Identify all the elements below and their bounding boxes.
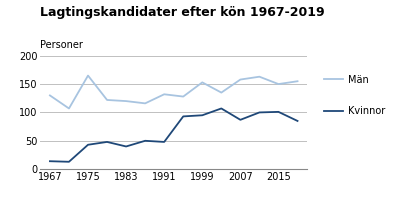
Line: Män: Män <box>50 76 297 108</box>
Män <box>295 80 300 82</box>
Män <box>86 74 90 77</box>
Legend: Män, Kvinnor: Män, Kvinnor <box>320 71 389 120</box>
Kvinnor <box>219 107 224 110</box>
Text: Personer: Personer <box>40 40 83 50</box>
Kvinnor <box>124 145 128 148</box>
Kvinnor <box>257 111 262 114</box>
Kvinnor <box>143 140 147 142</box>
Text: Lagtingskandidater efter kön 1967-2019: Lagtingskandidater efter kön 1967-2019 <box>40 6 325 19</box>
Kvinnor <box>238 119 243 121</box>
Män <box>48 94 53 97</box>
Män <box>181 95 186 98</box>
Kvinnor <box>162 141 166 143</box>
Kvinnor <box>86 143 90 146</box>
Män <box>257 75 262 78</box>
Kvinnor <box>276 111 281 113</box>
Män <box>238 78 243 81</box>
Kvinnor <box>200 114 205 116</box>
Kvinnor <box>67 161 72 163</box>
Kvinnor <box>295 120 300 122</box>
Män <box>105 99 109 101</box>
Män <box>162 93 166 96</box>
Män <box>219 91 224 94</box>
Män <box>200 81 205 84</box>
Line: Kvinnor: Kvinnor <box>50 108 297 162</box>
Kvinnor <box>48 160 53 162</box>
Kvinnor <box>181 115 186 118</box>
Män <box>276 83 281 85</box>
Män <box>143 102 147 104</box>
Kvinnor <box>105 141 109 143</box>
Män <box>67 107 72 110</box>
Män <box>124 100 128 102</box>
